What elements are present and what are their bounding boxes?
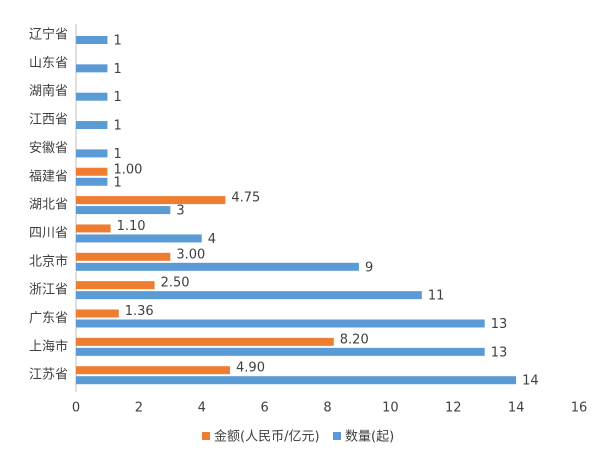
y-tick-label: 浙江省	[29, 283, 68, 298]
y-tick-label: 江苏省	[29, 367, 68, 383]
bar	[76, 167, 108, 176]
data-label: 4.90	[236, 361, 265, 376]
bar	[76, 206, 171, 215]
legend-swatch	[202, 432, 210, 440]
data-label: 4	[208, 232, 216, 247]
bar	[76, 224, 111, 233]
bar	[76, 291, 422, 300]
y-tick-label: 四川省	[29, 226, 68, 241]
x-tick-label: 10	[382, 401, 399, 416]
bar	[76, 319, 485, 328]
x-tick-label: 2	[135, 401, 143, 416]
x-tick-label: 14	[508, 401, 525, 416]
bar	[76, 347, 485, 356]
bar	[76, 252, 171, 261]
data-label: 1.36	[125, 304, 154, 319]
data-label: 1	[113, 62, 121, 77]
bar	[76, 309, 119, 318]
data-label: 1.00	[113, 162, 142, 177]
bar	[76, 149, 108, 158]
bar	[76, 92, 108, 101]
bar	[76, 262, 359, 271]
x-tick-label: 6	[260, 401, 268, 416]
x-tick-label: 16	[571, 401, 588, 416]
data-label: 4.75	[231, 191, 260, 206]
x-tick-label: 8	[323, 401, 331, 416]
bar	[76, 121, 108, 130]
data-label: 3.00	[176, 247, 205, 262]
y-tick-label: 辽宁省	[29, 27, 68, 43]
data-label: 3	[176, 204, 184, 219]
legend-label: 金额(人民币/亿元)	[214, 429, 320, 445]
bar	[76, 337, 334, 346]
data-label: 9	[365, 260, 373, 275]
data-label: 8.20	[340, 332, 369, 347]
y-tick-label: 北京市	[29, 253, 68, 269]
data-label: 1	[113, 119, 121, 134]
bar	[76, 177, 108, 186]
x-tick-label: 12	[445, 401, 462, 416]
bar	[76, 64, 108, 73]
data-label: 2.50	[161, 276, 190, 291]
bar	[76, 281, 155, 290]
x-tick-label: 4	[198, 401, 206, 416]
y-tick-label: 湖南省	[29, 83, 68, 99]
bar	[76, 366, 231, 375]
bar	[76, 376, 517, 385]
bar	[76, 234, 202, 243]
data-label: 13	[491, 345, 508, 360]
y-tick-label: 福建省	[29, 169, 68, 184]
data-label: 14	[522, 374, 539, 389]
y-tick-label: 湖北省	[29, 198, 68, 213]
data-label: 1	[113, 147, 121, 162]
y-tick-label: 广东省	[29, 311, 68, 326]
y-tick-label: 安徽省	[29, 141, 68, 156]
y-tick-label: 山东省	[29, 56, 68, 71]
data-label: 1	[113, 34, 121, 49]
y-tick-label: 上海市	[29, 338, 68, 354]
data-label: 1	[113, 90, 121, 105]
data-label: 1.10	[117, 219, 146, 234]
y-tick-label: 江西省	[29, 113, 68, 128]
legend-swatch	[333, 432, 341, 440]
data-label: 11	[428, 289, 445, 304]
data-label: 13	[491, 317, 508, 332]
legend-label: 数量(起)	[345, 430, 394, 445]
bar	[76, 36, 108, 44]
data-label: 1	[113, 175, 121, 190]
bar	[76, 196, 226, 205]
x-tick-label: 0	[72, 401, 80, 416]
